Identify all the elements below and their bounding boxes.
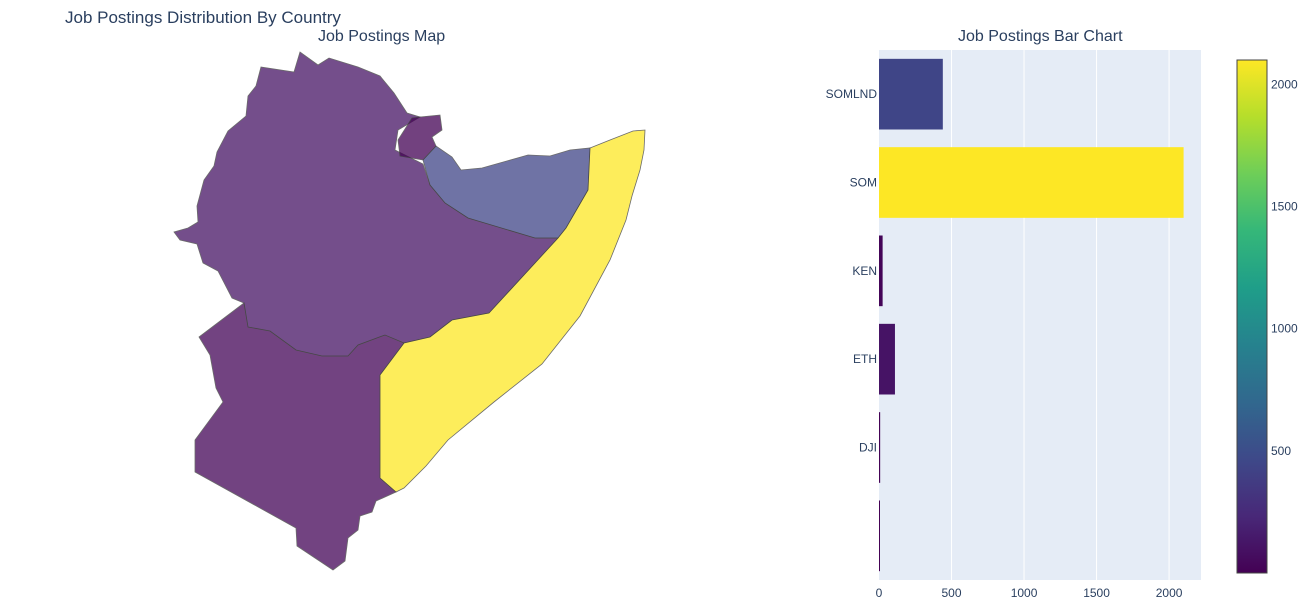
x-gridlines [951, 50, 1170, 580]
bar-somlnd[interactable] [879, 58, 943, 130]
x-tick-label: 1000 [1011, 586, 1038, 600]
map-title: Job Postings Map [318, 28, 446, 45]
plot-background [879, 50, 1201, 580]
figure-title: Job Postings Distribution By Country [65, 8, 341, 27]
y-tick-label: SOMLND [826, 87, 878, 101]
bar-empty[interactable] [879, 500, 880, 572]
bar-chart-title: Job Postings Bar Chart [958, 28, 1123, 45]
x-tick-label: 2000 [1156, 586, 1183, 600]
y-tick-labels: SOMLND SOM KEN ETH DJI [826, 87, 878, 454]
x-tick-label: 1500 [1083, 586, 1110, 600]
y-tick-label: SOM [850, 176, 877, 190]
colorbar-tick-label: 500 [1271, 444, 1291, 458]
colorbar [1236, 59, 1268, 574]
bars [879, 58, 1184, 572]
bar-eth[interactable] [879, 323, 895, 395]
y-tick-label: ETH [853, 352, 877, 366]
colorbar-tick-label: 1500 [1271, 200, 1298, 214]
x-tick-labels: 0 500 1000 1500 2000 [876, 586, 1183, 600]
map-region-som[interactable] [379, 129, 646, 493]
map-region-dji[interactable] [397, 114, 443, 161]
bar-dji[interactable] [879, 412, 881, 483]
x-tick-label: 0 [876, 586, 883, 600]
bar-ken[interactable] [879, 235, 883, 307]
y-tick-label: KEN [852, 264, 877, 278]
colorbar-tick-label: 2000 [1271, 77, 1298, 91]
x-tick-label: 500 [942, 586, 962, 600]
choropleth-map [173, 51, 646, 571]
bar-som[interactable] [879, 147, 1184, 218]
y-tick-label: DJI [859, 441, 877, 455]
map-region-eth[interactable] [173, 51, 559, 357]
colorbar-tick-labels: 500 1000 1500 2000 [1271, 77, 1298, 457]
colorbar-tick-label: 1000 [1271, 322, 1298, 336]
